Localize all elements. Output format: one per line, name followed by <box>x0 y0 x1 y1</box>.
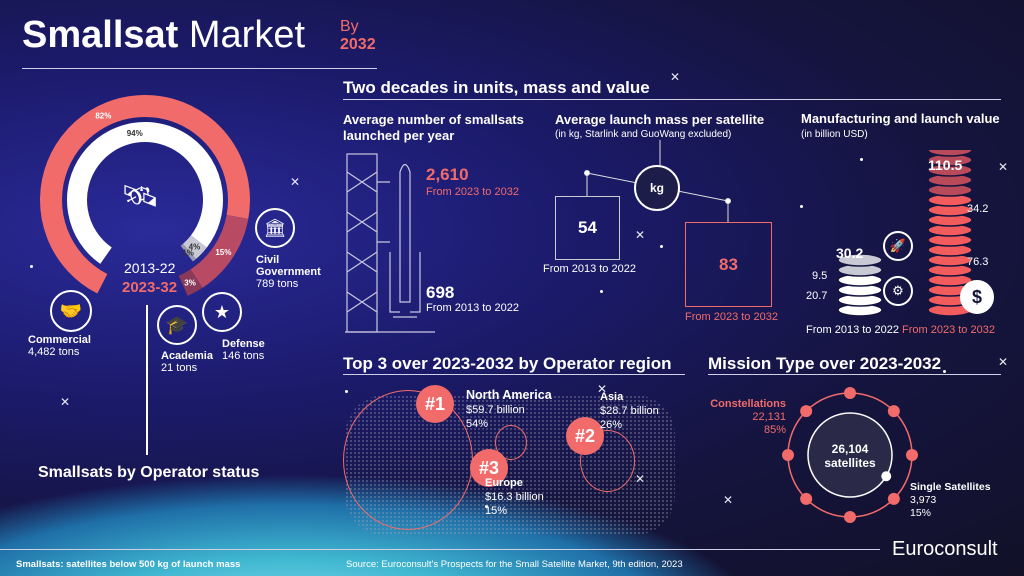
outer-segment-defense <box>178 269 203 296</box>
inner-label: 4% <box>189 243 201 252</box>
new-value-coin <box>927 150 973 157</box>
rank-1-badge: #1 <box>416 385 454 423</box>
region-europe: Europe $16.3 billion 15% <box>485 477 544 517</box>
units-new-value: 2,610 <box>426 165 469 184</box>
constellation-satellite-dot <box>844 387 856 399</box>
value-old-launch: 9.5 <box>812 270 828 282</box>
value-old-manufacturing: 20.7 <box>806 290 828 302</box>
europe-ring <box>495 425 527 460</box>
star-icon: ✕ <box>723 493 734 507</box>
category-commercial: Commercial 4,482 tons <box>28 334 91 358</box>
military-badge-icon: ★ <box>202 292 242 332</box>
title-year: By 2032 <box>340 18 376 53</box>
mass-title: Average launch mass per satellite <box>555 112 765 127</box>
star-icon: ✕ <box>998 355 1009 369</box>
mass-new-box: 83 <box>685 222 772 307</box>
star-icon: ✕ <box>290 175 301 189</box>
mission-constellations: Constellations 22,131 85% <box>710 398 786 436</box>
star-icon: ✕ <box>60 395 71 409</box>
footer-source: Source: Euroconsult's Prospects for the … <box>346 559 683 570</box>
outer-label: 3% <box>184 279 196 288</box>
asia-ring <box>580 430 635 492</box>
constellation-satellite-dot <box>800 405 813 418</box>
star-icon: ✕ <box>635 472 646 486</box>
star-icon: ✕ <box>635 228 646 242</box>
inner-label: 1% <box>182 249 194 258</box>
page-title: Smallsat Market <box>22 14 306 56</box>
mission-single-satellites: Single Satellites 3,973 15% <box>910 481 991 519</box>
regions-section-title: Top 3 over 2023-2032 by Operator region <box>343 354 672 373</box>
units-old-value: 698 <box>426 283 455 302</box>
star-icon: ✕ <box>998 160 1009 174</box>
outer-segment-civil-government <box>190 214 249 288</box>
inner-label: 94% <box>127 129 143 138</box>
earth-globe-icon <box>807 412 893 498</box>
constellation-satellite-dot <box>887 492 900 505</box>
period-old-label: 2013-22 <box>124 260 176 276</box>
operator-donut-chart: 82% 15% 3% 94% 4%1% <box>40 95 250 296</box>
satellite-icon: 🛰 <box>121 180 160 213</box>
rank-2-badge: #2 <box>566 417 604 455</box>
constellation-satellite-dot <box>887 405 900 418</box>
mass-new-period: From 2023 to 2032 <box>685 311 778 323</box>
value-new-total: 110.5 <box>928 157 963 173</box>
inner-segment-civil-government <box>182 235 207 260</box>
mass-old-box: 54 <box>555 196 620 260</box>
footer-note: Smallsats: satellites below 500 kg of la… <box>16 559 241 570</box>
star-icon: ✕ <box>597 382 608 396</box>
value-new-launch: 34.2 <box>967 203 989 215</box>
category-civil-government: Civil Government 789 tons <box>256 254 321 290</box>
mass-subtitle: (in kg, Starlink and GuoWang excluded) <box>555 129 732 140</box>
old-value-coin <box>837 253 883 267</box>
weight-kg-icon: kg <box>634 165 680 211</box>
units-title: Average number of smallsats launched per… <box>343 112 524 143</box>
value-title: Manufacturing and launch value <box>801 111 1000 126</box>
euroconsult-logo: Euroconsult <box>892 538 998 560</box>
dollar-icon: $ <box>960 280 994 314</box>
north-america-ring <box>343 390 473 530</box>
operator-section-title: Smallsats by Operator status <box>38 464 260 481</box>
decades-section-title: Two decades in units, mass and value <box>343 78 650 97</box>
mass-old-period: From 2013 to 2022 <box>543 263 636 275</box>
region-asia: Asia $28.7 billion 26% <box>600 391 659 431</box>
units-old-period: From 2013 to 2022 <box>426 302 519 314</box>
value-old-period: From 2013 to 2022 <box>806 324 899 336</box>
value-new-period: From 2023 to 2032 <box>902 324 995 336</box>
government-building-icon: 🏛 <box>255 208 295 248</box>
value-subtitle: (in billion USD) <box>801 129 868 140</box>
outer-segment-commercial <box>40 95 250 294</box>
launch-tower-rocket-icon <box>345 153 435 333</box>
graduation-cap-icon: 🎓 <box>157 305 197 345</box>
inner-segment-defense <box>180 243 196 262</box>
units-new-period: From 2023 to 2032 <box>426 186 519 198</box>
inner-segment-commercial <box>67 122 223 264</box>
value-old-total: 30.2 <box>836 245 864 261</box>
outer-label: 15% <box>215 248 231 257</box>
constellation-satellite-dot <box>844 511 856 523</box>
constellation-satellite-dot <box>782 449 794 461</box>
outer-label: 82% <box>95 112 111 121</box>
handshake-icon: 🤝 <box>50 290 92 332</box>
category-academia: Academia 21 tons <box>161 350 213 374</box>
constellation-satellite-dot <box>800 492 813 505</box>
mission-section-title: Mission Type over 2023-2032 <box>708 354 942 373</box>
rank-3-badge: #3 <box>470 449 508 487</box>
value-new-manufacturing: 76.3 <box>967 256 989 268</box>
category-defense: Defense 146 tons <box>222 338 265 362</box>
constellation-satellite-dot <box>906 449 918 461</box>
period-new-label: 2023-32 <box>122 279 178 296</box>
robotic-arm-icon: ⚙ <box>883 276 913 306</box>
star-icon: ✕ <box>670 70 681 84</box>
region-north-america: North America $59.7 billion 54% <box>466 388 552 430</box>
mission-orbit-diagram <box>782 387 918 523</box>
rocket-icon: 🚀 <box>883 231 913 261</box>
mission-total: 26,104 satellites <box>824 442 876 470</box>
single-satellite-dot <box>881 471 892 482</box>
